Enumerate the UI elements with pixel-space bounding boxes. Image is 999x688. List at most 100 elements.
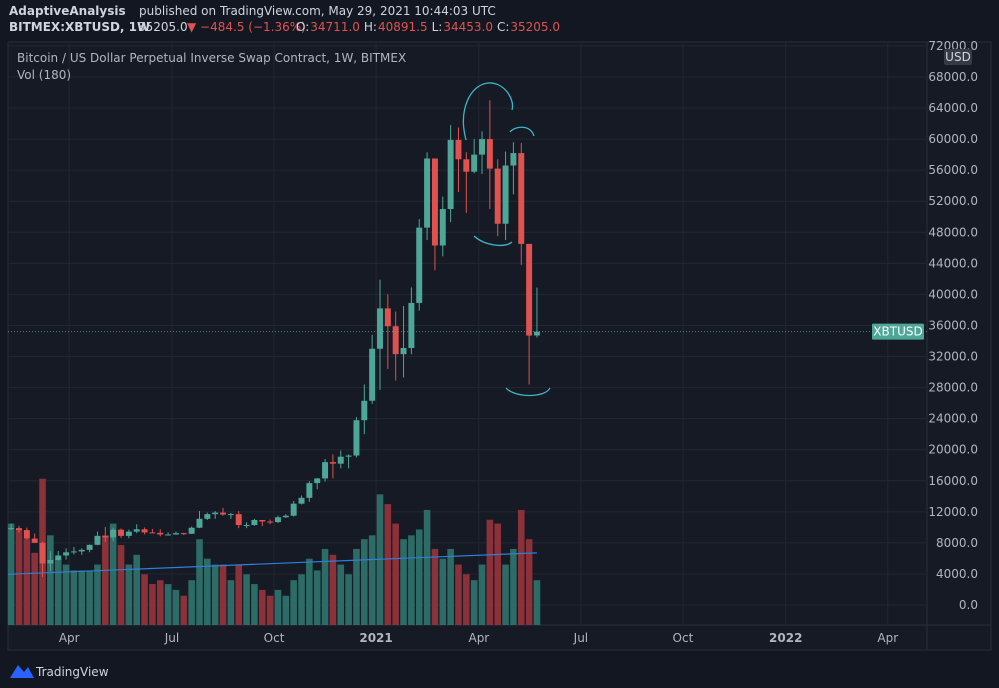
candle-body [141,529,148,533]
candle-body [70,551,77,553]
volume-bar [47,535,54,625]
axis-layer: 0.0 4000.0 8000.0 12000.0 16000.0 20000.0 2400… [59,39,978,645]
candle-body [486,139,493,169]
annotation [473,235,513,247]
volume-bar [517,509,525,625]
x-tick-label: Apr [877,631,898,645]
y-tick-label: 28000.0 [928,381,978,395]
volume-bar [211,564,219,625]
candle-body [455,139,462,160]
candle-body [384,308,391,327]
volume-bar [219,564,227,625]
volume-bar [133,554,141,625]
volume-bar [431,548,439,625]
volume-bar [164,584,172,625]
y-tick-label: 8000.0 [936,536,978,550]
y-tick-label: 40000.0 [928,287,978,301]
candle-body [337,456,344,464]
candle-body [416,227,423,303]
ohlc-key: C: [497,20,509,34]
candle-body [94,535,101,545]
candle-body [243,525,250,527]
volume-bar [235,564,243,625]
volume-bar [227,580,235,625]
candle-body [196,518,203,528]
volume-bar [447,548,454,625]
candle-body [125,531,132,536]
y-tick-label: 68000.0 [928,70,978,84]
x-tick-label: Jul [573,631,588,645]
volume-bar [353,548,360,625]
candle-body [314,478,321,484]
volume-bar [86,570,93,625]
candle-body [39,542,46,564]
candle-body [110,529,117,538]
candle-body [227,514,234,516]
candle-body [369,348,376,401]
brand: TradingView [10,665,109,679]
candle-body [220,512,227,515]
y-tick-label: 12000.0 [928,505,978,519]
candle-body [235,514,242,526]
candle-body [102,535,109,538]
candle-body [345,455,352,457]
candle-body [533,331,540,336]
candle-body [510,153,517,166]
volume-label: Vol (180) [17,68,71,82]
candle-body [180,533,187,535]
volume-bar [117,545,125,625]
y-tick-label: 60000.0 [928,132,978,146]
y-tick-label: 52000.0 [928,194,978,208]
candle-body [63,552,70,556]
annotation [505,387,551,397]
candle-body [31,538,38,543]
volume-bar [345,574,352,625]
candle-body [439,208,446,246]
price-tag-box [872,323,924,340]
candle-body [518,153,525,244]
ohlc-key: O: [296,20,309,34]
volume-bar [510,548,517,625]
ohlc: O: 34711.0 H: 40891.5 L: 34453.0 C: 35205.0 [296,20,560,34]
candle-body [47,559,54,564]
y-tick-label: 44000.0 [928,256,978,270]
ohlc-key: H: [364,20,377,34]
y-unit: USD [945,50,971,64]
candle-body [471,154,478,172]
candle-body [329,462,336,464]
candle-body [16,528,22,531]
y-tick-label: 24000.0 [928,412,978,426]
ohlc-value: 34711.0 [310,20,360,34]
volume-bar [149,584,156,625]
candle-body [361,400,368,421]
volume-bar [337,564,345,625]
y-tick-label: 16000.0 [928,474,978,488]
candle-body [188,527,195,534]
volume-ma [7,552,537,575]
candle-body [392,326,399,355]
y-tick-label: 56000.0 [928,163,978,177]
price-tag: XBTUSD [873,325,922,339]
y-tick-label: 4000.0 [936,567,978,581]
candle-body [157,532,164,535]
y-tick-label: 36000.0 [928,318,978,332]
candle-body [118,529,124,536]
price-change: ▼ −484.5 (−1.36%) [187,20,306,34]
volume-bar [180,595,188,625]
volume-bar [298,574,305,625]
drawings [462,82,551,397]
volume-bar [439,558,447,625]
candle-body [463,159,470,172]
volume-bar [274,589,282,625]
volume-bar [94,564,101,625]
candle-body [212,512,219,515]
volume-bar [23,539,31,625]
candle-body [23,530,30,539]
x-tick-label: Jul [164,631,179,645]
volume-bar [204,558,211,625]
volume-bar [54,558,62,625]
ohlc-key: L: [432,20,443,34]
candle-body [165,534,172,536]
candle-body [408,302,415,348]
